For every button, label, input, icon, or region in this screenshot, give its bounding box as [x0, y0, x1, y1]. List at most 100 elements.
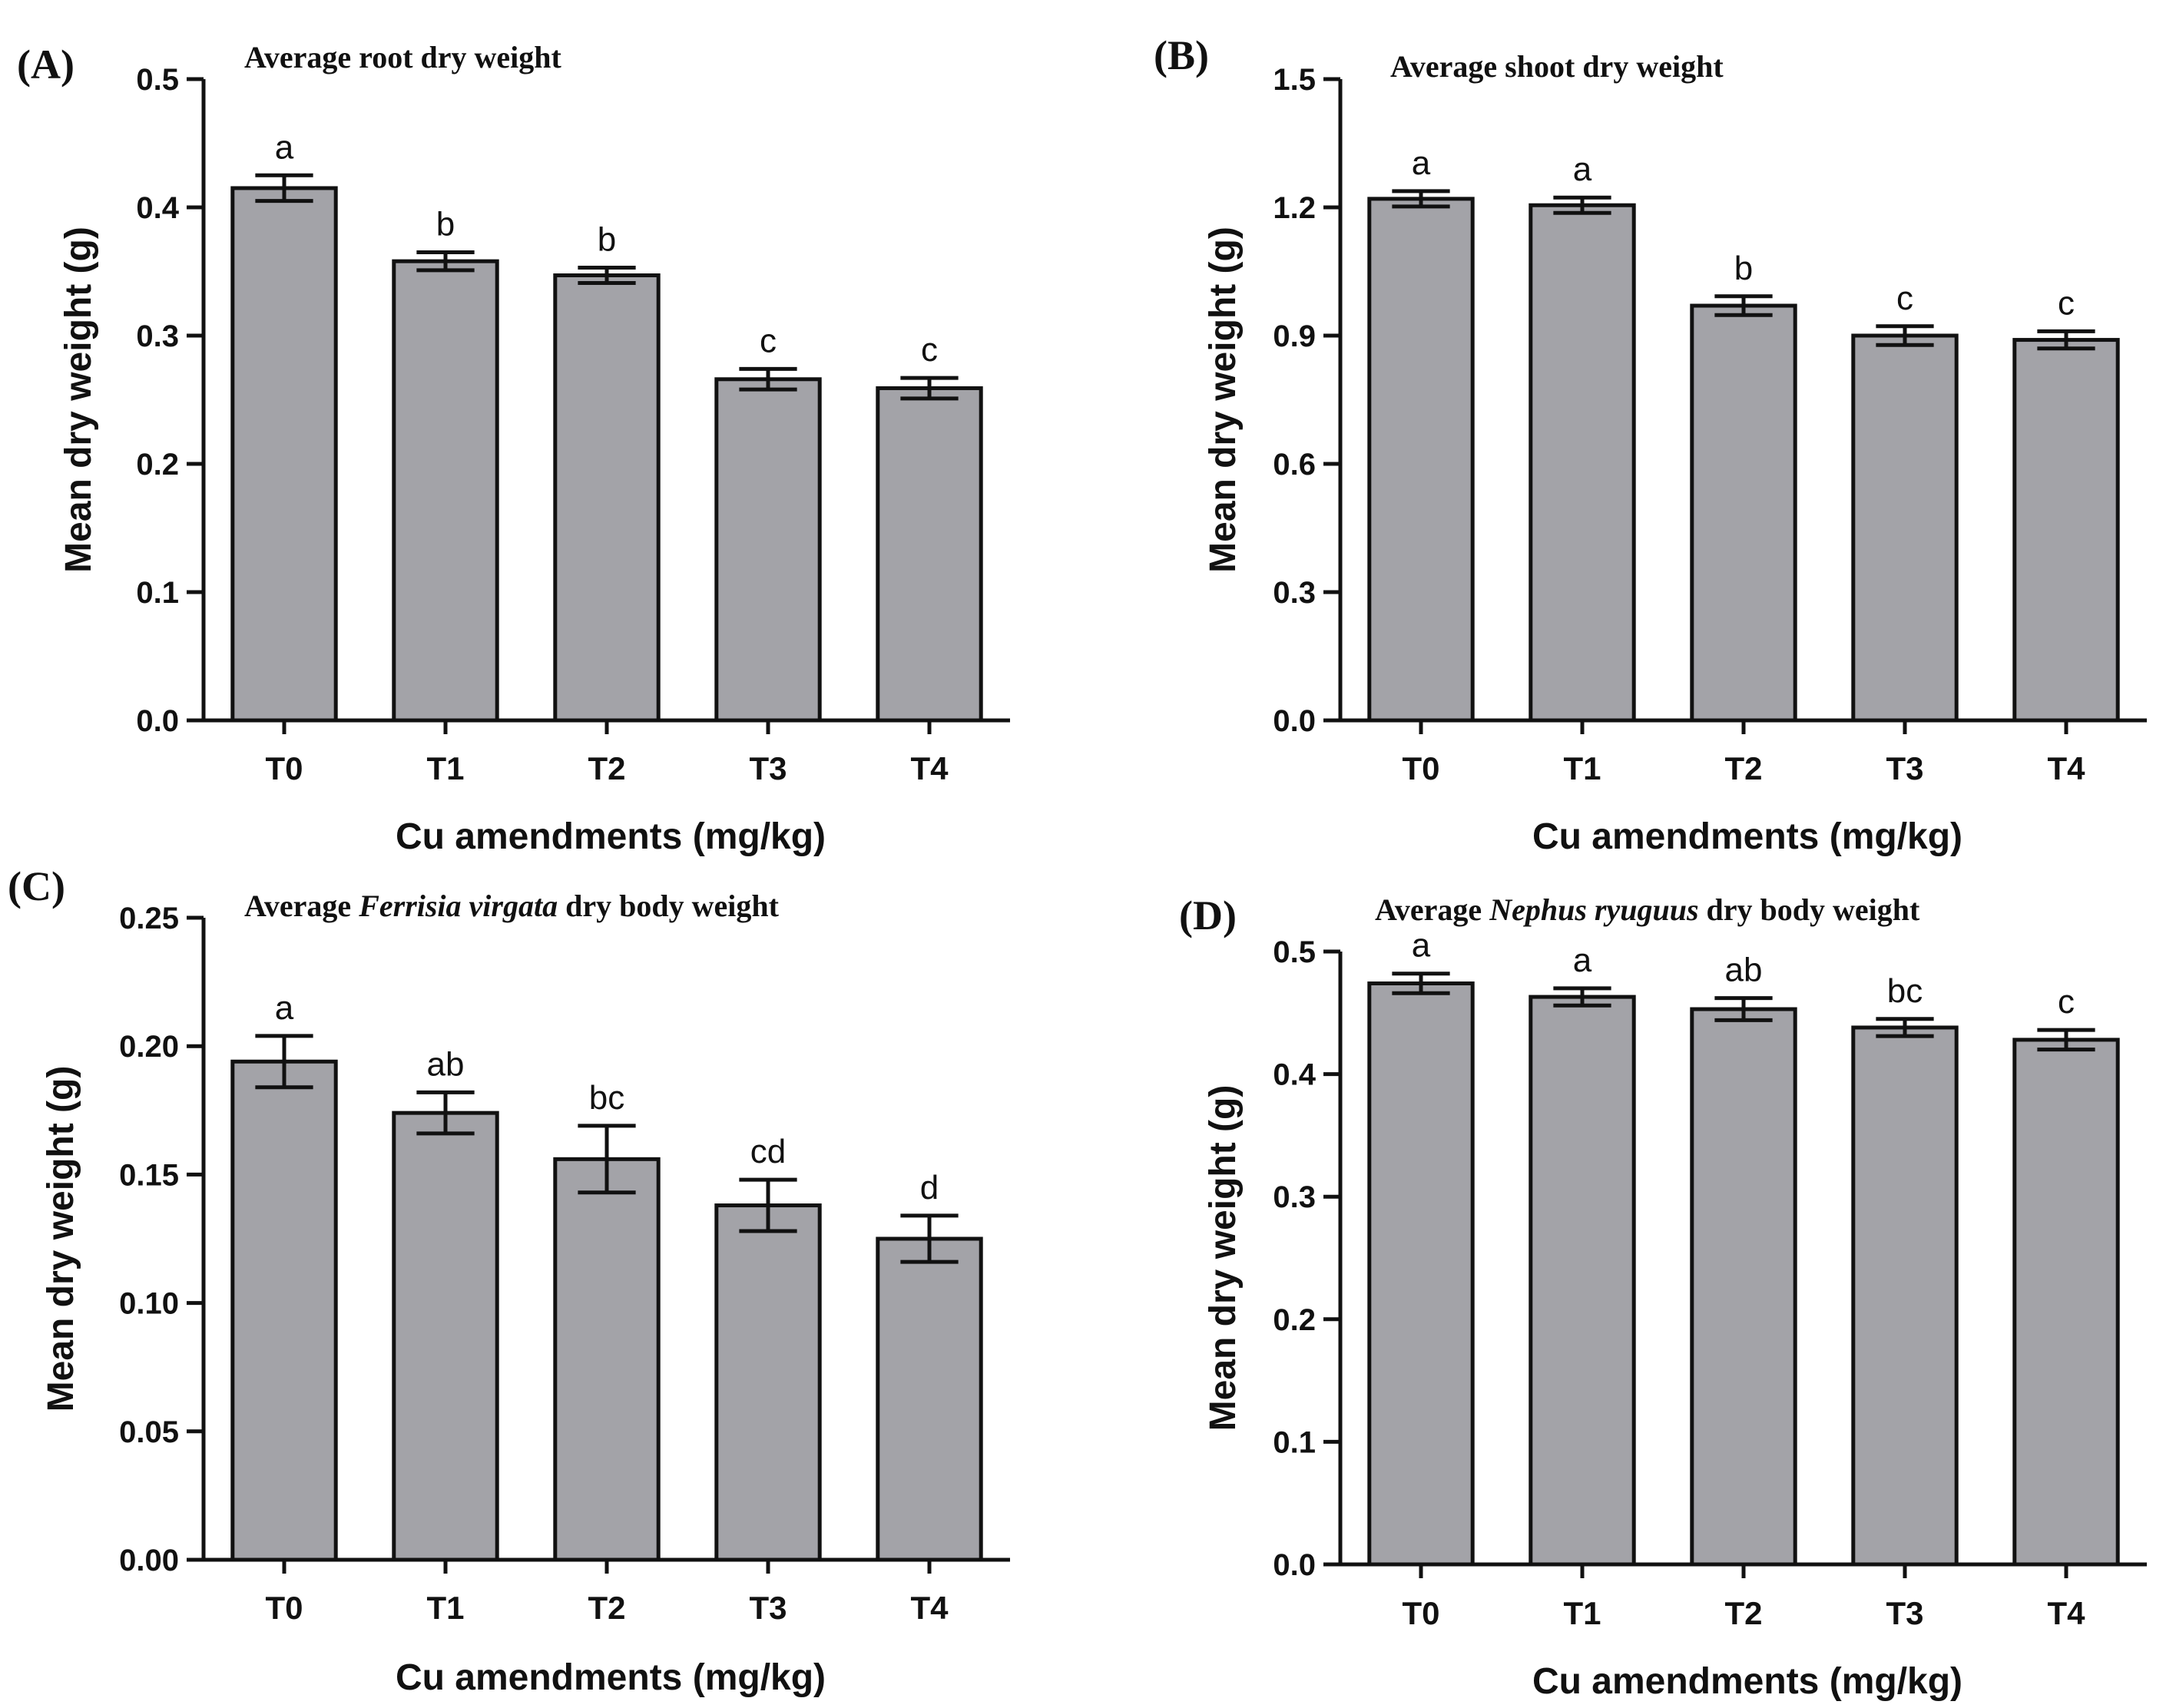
y-tick-label: 0.15	[119, 1158, 179, 1192]
y-axis-label: Mean dry weight (g)	[1203, 1085, 1244, 1432]
chart-title: Average shoot dry weight	[1390, 49, 1724, 84]
significance-label: b	[436, 205, 455, 243]
significance-label: a	[275, 128, 294, 166]
y-tick-label: 0.9	[1273, 319, 1316, 353]
significance-label: a	[1412, 927, 1431, 965]
y-tick-label: 0.0	[136, 704, 179, 738]
chart-title: Average Ferrisia virgata dry body weight	[244, 889, 780, 923]
chart-title-part: Average	[1375, 892, 1489, 927]
y-tick-label: 0.5	[136, 63, 179, 97]
y-axis-label: Mean dry weight (g)	[1203, 227, 1244, 573]
chart-title: Average Nephus ryuguus dry body weight	[1375, 892, 1920, 927]
x-tick-label: T1	[426, 750, 464, 786]
significance-label: c	[1896, 280, 1913, 317]
bar-T3	[714, 377, 822, 723]
chart-title-part: Average	[244, 889, 359, 923]
significance-label: ab	[1725, 952, 1763, 989]
y-tick-label: 0.5	[1273, 935, 1316, 969]
significance-label: ab	[427, 1045, 465, 1083]
y-tick-label: 0.1	[136, 576, 179, 610]
y-tick-label: 0.3	[1273, 1180, 1316, 1214]
y-tick-label: 0.2	[1273, 1303, 1316, 1337]
chart-title: Average root dry weight	[244, 40, 562, 74]
chart-panel-3: (C) Average Ferrisia virgata dry body wei…	[8, 863, 1010, 1698]
y-axis-label: Mean dry weight (g)	[58, 227, 99, 573]
bar-T3	[714, 1203, 822, 1562]
chart-title-part: Nephus ryuguus	[1489, 892, 1698, 927]
bar-T1	[1528, 995, 1636, 1567]
significance-label: a	[1573, 151, 1592, 188]
panel-label: (B)	[1154, 32, 1209, 78]
significance-label: c	[2058, 983, 2075, 1021]
bar-T2	[1690, 303, 1797, 723]
x-tick-label: T0	[1402, 1595, 1439, 1631]
significance-label: a	[275, 989, 294, 1027]
x-tick-label: T0	[1402, 750, 1439, 786]
significance-label: d	[920, 1169, 939, 1207]
y-tick-label: 1.2	[1273, 191, 1316, 225]
y-axis-label: Mean dry weight (g)	[41, 1066, 81, 1412]
significance-label: bc	[589, 1079, 624, 1117]
x-tick-label: T0	[265, 750, 303, 786]
y-tick-label: 0.3	[1273, 576, 1316, 610]
bar-T4	[2012, 1038, 2120, 1567]
x-tick-label: T4	[910, 750, 949, 786]
significance-label: b	[1734, 250, 1753, 287]
y-tick-label: 0.20	[119, 1030, 179, 1064]
significance-label: c	[921, 331, 938, 369]
y-tick-label: 0.2	[136, 448, 179, 482]
bar-T2	[1690, 1007, 1797, 1567]
significance-label: a	[1573, 942, 1592, 979]
x-tick-label: T2	[1724, 1595, 1762, 1631]
x-tick-label: T2	[1724, 750, 1762, 786]
significance-label: b	[598, 220, 616, 258]
bar-T3	[1851, 333, 1959, 723]
bar-T0	[230, 186, 338, 723]
bar-T4	[2012, 338, 2120, 723]
chart-title-part: Average shoot dry weight	[1390, 49, 1724, 84]
x-axis-label: Cu amendments (mg/kg)	[396, 1657, 826, 1698]
bar-T3	[1851, 1025, 1959, 1567]
chart-panel-4: (D) Average Nephus ryuguus dry body weigh…	[1179, 892, 2147, 1702]
panel-label: (D)	[1179, 892, 1237, 938]
x-tick-label: T1	[1563, 1595, 1601, 1631]
significance-label: c	[760, 322, 777, 359]
x-axis-label: Cu amendments (mg/kg)	[396, 816, 826, 857]
bar-T0	[230, 1059, 338, 1562]
y-tick-label: 0.00	[119, 1544, 179, 1577]
x-tick-label: T3	[749, 750, 787, 786]
x-tick-label: T1	[426, 1590, 464, 1626]
bar-T1	[392, 259, 499, 723]
y-tick-label: 1.5	[1273, 63, 1316, 97]
y-tick-label: 0.10	[119, 1287, 179, 1321]
significance-label: c	[2058, 284, 2075, 322]
y-tick-label: 0.1	[1273, 1425, 1316, 1459]
chart-title-part: dry body weight	[558, 889, 779, 923]
y-tick-label: 0.25	[119, 902, 179, 935]
y-tick-label: 0.0	[1273, 1548, 1316, 1582]
x-tick-label: T3	[1886, 750, 1923, 786]
significance-label: a	[1412, 144, 1431, 182]
bar-T4	[876, 386, 983, 723]
chart-title-part: Average root dry weight	[244, 40, 562, 74]
chart-panel-2: (B) Average shoot dry weight a T0 a T1 b T2 c T3 c…	[1154, 32, 2147, 857]
bar-T1	[392, 1111, 499, 1562]
y-tick-label: 0.4	[136, 191, 179, 225]
x-tick-label: T2	[588, 750, 625, 786]
y-tick-label: 0.4	[1273, 1058, 1316, 1092]
bar-T4	[876, 1236, 983, 1562]
chart-title-part: dry body weight	[1699, 892, 1920, 927]
chart-panel-1: (A) Average root dry weight a T0 b T1 b T2 c T3 c T…	[17, 40, 1010, 857]
significance-label: bc	[1887, 972, 1923, 1010]
x-tick-label: T0	[265, 1590, 303, 1626]
bar-T1	[1528, 203, 1636, 723]
x-tick-label: T4	[2047, 1595, 2085, 1631]
x-axis-label: Cu amendments (mg/kg)	[1532, 816, 1962, 857]
significance-label: cd	[750, 1133, 786, 1170]
x-tick-label: T1	[1563, 750, 1601, 786]
chart-title-part: Ferrisia virgata	[358, 889, 558, 923]
x-tick-label: T2	[588, 1590, 625, 1626]
bar-T2	[553, 1157, 661, 1562]
x-tick-label: T4	[910, 1590, 949, 1626]
